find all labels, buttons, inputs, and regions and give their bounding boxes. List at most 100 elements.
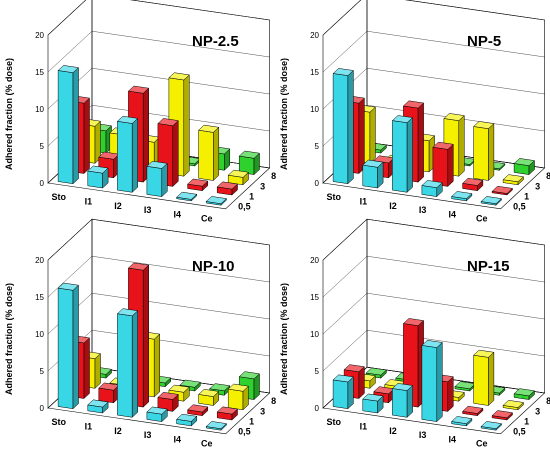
category-label: I2 xyxy=(114,201,122,211)
bar-top xyxy=(87,165,109,174)
bar-front xyxy=(332,73,349,184)
bar-top xyxy=(451,191,473,199)
bar xyxy=(176,191,198,202)
bar-top xyxy=(491,185,514,194)
bar-side xyxy=(369,106,376,164)
bar-top xyxy=(343,364,365,373)
bar-side xyxy=(161,162,168,198)
depth-label: 3 xyxy=(260,406,265,416)
bar xyxy=(362,393,384,414)
category-label: I2 xyxy=(389,426,397,436)
category-label: Ce xyxy=(201,214,213,224)
category-label: I3 xyxy=(144,205,152,215)
gridline xyxy=(322,0,545,36)
category-label: I3 xyxy=(419,205,427,215)
depth-label: 1 xyxy=(249,417,254,427)
bar-side xyxy=(72,67,79,185)
bar xyxy=(473,349,495,407)
category-label: Ce xyxy=(476,214,488,224)
bar xyxy=(513,388,536,401)
depth-label: 8 xyxy=(546,396,550,406)
bar-side xyxy=(347,69,354,185)
category-label: Sto xyxy=(52,192,67,202)
y-tick-label: 20 xyxy=(310,31,319,40)
bar-top xyxy=(480,421,503,429)
chart-title: NP-5 xyxy=(467,33,501,50)
bar-top xyxy=(402,318,425,326)
y-axis-label: Adhered fraction (% dose) xyxy=(279,283,289,395)
bar-top xyxy=(57,282,80,291)
bar-top xyxy=(227,383,250,392)
y-tick-label: 15 xyxy=(35,68,44,77)
bar xyxy=(87,165,109,189)
category-label: I2 xyxy=(389,201,397,211)
bar xyxy=(432,141,454,187)
bar-top xyxy=(187,404,209,413)
bar-top xyxy=(57,65,80,73)
bar-top xyxy=(127,262,150,271)
bar-top xyxy=(168,72,190,81)
chart-panel: 0 5 10 15 20 Adhered fraction (% dose) NP-15 St… xyxy=(279,218,550,449)
bar-front xyxy=(332,379,349,409)
bar-side xyxy=(358,97,365,175)
bar-top xyxy=(205,421,228,429)
bar xyxy=(198,124,220,182)
chart-title: NP-10 xyxy=(192,258,235,275)
bar-top xyxy=(502,174,525,183)
bar xyxy=(157,392,179,412)
bar-top xyxy=(176,191,198,200)
bar-top xyxy=(216,181,239,190)
bar-side xyxy=(417,102,424,183)
bar-top xyxy=(421,180,443,188)
bar xyxy=(146,406,168,423)
y-tick-label: 10 xyxy=(310,330,319,339)
y-axis-label: Adhered fraction (% dose) xyxy=(4,283,14,395)
bar-side xyxy=(213,126,220,182)
bar-top xyxy=(491,410,514,419)
category-label: I3 xyxy=(144,430,152,440)
category-label: I4 xyxy=(173,434,181,444)
bar-front xyxy=(473,126,489,181)
bar xyxy=(227,383,250,411)
category-label: I2 xyxy=(114,426,122,436)
bar-top xyxy=(362,393,384,402)
category-label: Sto xyxy=(327,417,342,427)
category-label: Sto xyxy=(52,417,67,427)
chart-panel: 0 5 10 15 20 Adhered fraction (% dose) NP-5 Sto… xyxy=(279,0,550,224)
bar-top xyxy=(480,196,503,204)
bar-side xyxy=(358,366,365,400)
bar xyxy=(87,399,109,414)
category-label: I1 xyxy=(360,196,368,206)
bar xyxy=(454,381,476,392)
gridline xyxy=(322,219,545,261)
bar xyxy=(227,169,250,186)
bar xyxy=(462,177,484,192)
bar-front xyxy=(421,345,438,422)
bar-front xyxy=(198,129,214,181)
bar xyxy=(491,410,514,421)
bar-side xyxy=(172,120,179,187)
bar-top xyxy=(462,177,484,186)
depth-label: 1 xyxy=(524,192,529,202)
bar xyxy=(116,115,139,193)
bar xyxy=(57,282,80,410)
bar-side xyxy=(83,97,90,175)
bar xyxy=(502,174,525,186)
y-tick-label: 5 xyxy=(315,367,320,376)
bar-top xyxy=(421,340,443,348)
bar xyxy=(513,158,536,176)
gridline xyxy=(322,293,545,335)
bar-top xyxy=(227,169,250,178)
bar-side xyxy=(436,341,443,423)
bar xyxy=(502,400,525,411)
gridline xyxy=(322,31,545,73)
depth-label: 8 xyxy=(271,171,276,181)
bar-top xyxy=(146,160,168,169)
bar-front xyxy=(392,388,408,418)
bar-front xyxy=(87,170,103,189)
bar-side xyxy=(83,337,90,400)
y-tick-label: 5 xyxy=(40,142,45,151)
bar xyxy=(187,178,209,192)
bar xyxy=(146,160,168,198)
bar xyxy=(462,405,484,417)
